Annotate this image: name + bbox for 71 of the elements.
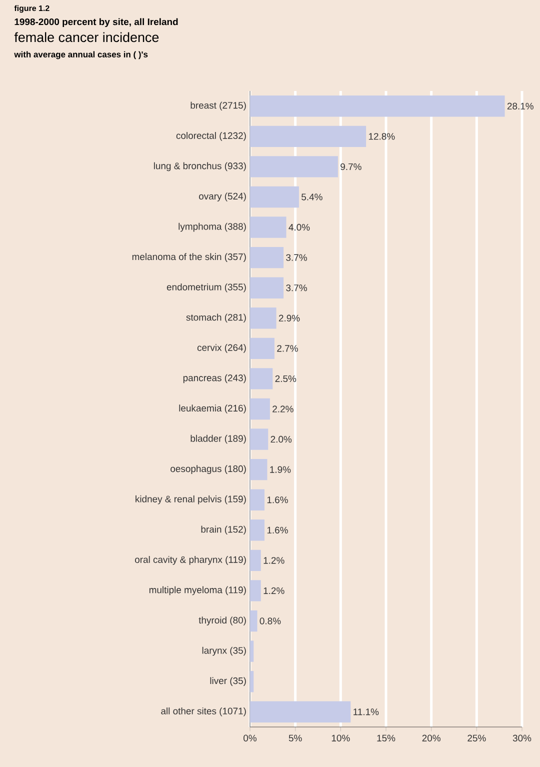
bar bbox=[250, 398, 270, 420]
y-tick-label: lymphoma (388) bbox=[178, 222, 246, 232]
data-label: 2.7% bbox=[277, 345, 298, 352]
text: 1998-2000 percent by site, all Ireland bbox=[14, 18, 178, 28]
x-tick-label: 15% bbox=[377, 734, 396, 742]
bar bbox=[250, 216, 286, 238]
data-label: 2.5% bbox=[275, 375, 296, 382]
y-tick-label: lung & bronchus (933) bbox=[154, 162, 246, 172]
bar bbox=[250, 126, 366, 148]
data-label: 1.9% bbox=[270, 466, 291, 473]
data-label: 9.7% bbox=[340, 163, 362, 170]
y-tick-label: larynx (35) bbox=[202, 646, 246, 656]
bar bbox=[250, 520, 265, 541]
y-tick-label: liver (35) bbox=[210, 677, 246, 686]
y-tick-label: colorectal (1232) bbox=[176, 132, 246, 141]
bar bbox=[250, 156, 338, 178]
y-tick-label: multiple myeloma (119) bbox=[149, 586, 246, 596]
y-tick-label: brain (152) bbox=[201, 526, 246, 535]
bar bbox=[250, 610, 258, 632]
bar bbox=[250, 458, 268, 480]
bar bbox=[250, 338, 274, 360]
data-label: 2.2% bbox=[272, 406, 294, 412]
bar bbox=[250, 368, 273, 390]
y-tick-label: endometrium (355) bbox=[166, 283, 246, 292]
data-label: 2.0% bbox=[270, 436, 292, 443]
bar bbox=[250, 246, 284, 268]
y-tick-label: pancreas (243) bbox=[183, 374, 246, 384]
bar bbox=[250, 308, 276, 329]
bar bbox=[250, 277, 284, 298]
bar bbox=[250, 640, 254, 662]
y-tick-label: all other sites (1071) bbox=[161, 707, 246, 716]
data-label: 1.6% bbox=[267, 526, 288, 534]
y-tick-label: bladder (189) bbox=[190, 434, 246, 444]
data-label: 12.8% bbox=[368, 133, 395, 140]
data-label: 3.7% bbox=[286, 284, 307, 292]
data-label: 28.1% bbox=[507, 102, 534, 110]
bar bbox=[250, 489, 265, 510]
bar bbox=[250, 550, 261, 572]
y-tick-label: kidney & renal pelvis (159) bbox=[136, 495, 246, 504]
data-label: 5.4% bbox=[302, 194, 322, 200]
y-tick-label: cervix (264) bbox=[197, 344, 246, 353]
bar bbox=[250, 186, 299, 208]
y-tick-label: ovary (524) bbox=[199, 192, 246, 202]
data-label: 2.9% bbox=[278, 314, 300, 322]
text: female cancer incidence bbox=[14, 32, 159, 42]
y-tick-label: breast (2715) bbox=[190, 102, 246, 111]
x-tick-label: 10% bbox=[332, 734, 350, 742]
x-tick-label: 0% bbox=[244, 734, 256, 742]
bar bbox=[250, 96, 505, 117]
bar bbox=[250, 428, 268, 450]
data-label: 11.1% bbox=[354, 708, 379, 716]
bar bbox=[250, 701, 351, 722]
data-label: 0.8% bbox=[260, 618, 281, 624]
y-tick-label: melanoma of the skin (357) bbox=[132, 253, 246, 262]
x-tick-label: 30% bbox=[512, 734, 532, 742]
y-tick-label: oral cavity & pharynx (119) bbox=[135, 556, 246, 565]
text: with average annual cases in ( )'s bbox=[14, 51, 148, 60]
x-tick-label: 20% bbox=[422, 734, 440, 742]
data-label: 1.2% bbox=[264, 587, 284, 594]
bar bbox=[250, 580, 261, 602]
y-tick-label: thyroid (80) bbox=[198, 616, 246, 626]
y-tick-label: oesophagus (180) bbox=[170, 465, 246, 474]
data-label: 3.7% bbox=[286, 254, 307, 261]
x-tick-label: 5% bbox=[288, 734, 302, 742]
x-tick-label: 25% bbox=[468, 734, 486, 742]
bar bbox=[250, 670, 254, 692]
data-label: 4.0% bbox=[288, 224, 310, 231]
data-label: 1.6% bbox=[267, 496, 288, 504]
data-label: 1.2% bbox=[264, 557, 284, 564]
y-tick-label: stomach (281) bbox=[186, 314, 246, 323]
y-tick-label: leukaemia (216) bbox=[179, 404, 246, 414]
